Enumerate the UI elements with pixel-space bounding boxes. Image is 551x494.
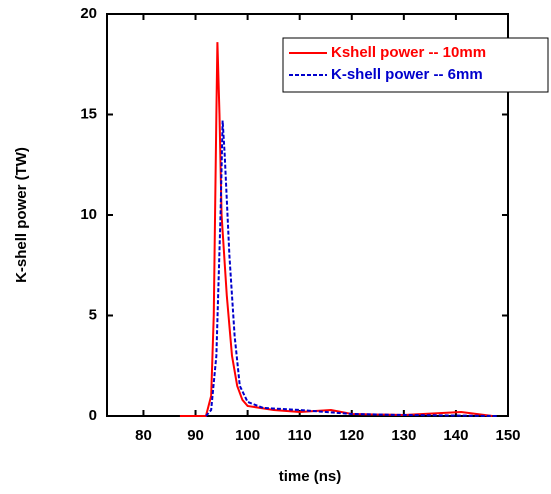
x-tick-label: 140 <box>443 427 468 444</box>
data-line <box>205 120 498 417</box>
y-tick-label: 20 <box>80 5 97 22</box>
x-tick-label: 80 <box>135 427 152 444</box>
y-tick-label: 5 <box>89 306 97 323</box>
x-tick-label: 130 <box>391 427 416 444</box>
y-tick-label: 0 <box>89 407 97 424</box>
x-tick-label: 110 <box>288 427 312 444</box>
y-axis-title: K-shell power (TW) <box>13 147 30 283</box>
x-tick-label: 100 <box>235 427 260 444</box>
data-line <box>179 42 493 417</box>
legend-label: K-shell power -- 6mm <box>331 66 483 83</box>
legend-label: Kshell power -- 10mm <box>331 44 486 61</box>
y-tick-label: 10 <box>80 206 97 223</box>
x-tick-label: 120 <box>339 427 364 444</box>
x-axis-title: time (ns) <box>279 468 342 485</box>
legend-box <box>282 37 549 93</box>
x-tick-label: 90 <box>187 427 204 444</box>
y-tick-label: 15 <box>80 105 97 122</box>
x-tick-label: 150 <box>495 427 520 444</box>
